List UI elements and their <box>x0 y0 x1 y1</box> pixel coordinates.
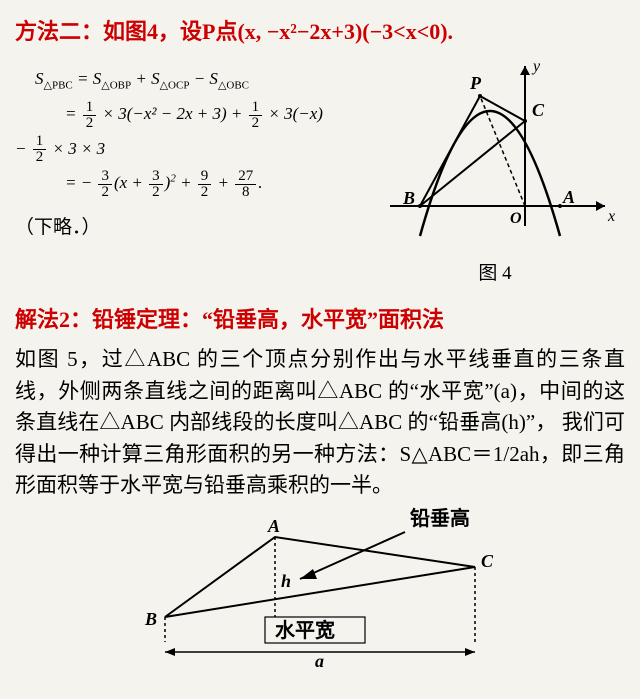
eq4-f1d: 2 <box>98 185 112 200</box>
eq-line-1: S△PBC = S△OBP + S△OCP − S△OBC <box>15 64 355 96</box>
eq2-frac1: 12 <box>83 100 97 131</box>
fig2-horiz-label: 水平宽 <box>275 618 335 642</box>
eq-line-4: = − 32(x + 32)2 + 92 + 278. <box>15 168 355 200</box>
eq4-mid1: (x + <box>114 173 147 192</box>
eq4-f3d: 2 <box>198 185 212 200</box>
eq2-mid1: × 3(−x² − 2x + 3) + <box>98 104 246 123</box>
fig2-vert-label: 铅垂高 <box>410 507 470 530</box>
eq4-frac1: 32 <box>98 169 112 200</box>
eq4-end: . <box>258 173 262 192</box>
figure2-svg: 铅垂高 水平宽 h A B C a <box>105 507 535 667</box>
fig2-h: h <box>281 571 291 591</box>
eq4-mid4: + <box>213 173 233 192</box>
eq2-f2n: 1 <box>249 100 263 116</box>
method1-body: S△PBC = S△OBP + S△OCP − S△OBC = 12 × 3(−… <box>15 56 625 288</box>
eq1-sub2: △OBP <box>101 79 131 91</box>
fig2-A: A <box>267 516 280 536</box>
eq-line-2: = 12 × 3(−x² − 2x + 3) + 12 × 3(−x) <box>15 99 355 131</box>
eq1-lhs: S <box>35 69 44 88</box>
fig2-B: B <box>144 609 157 629</box>
eq2-mid2: × 3(−x) <box>264 104 323 123</box>
fig1-label-P: P <box>469 73 482 93</box>
method1-title: 方法二：如图4，设P点(x, −x²−2x+3)(−3<x<0). <box>15 15 625 48</box>
fig1-label-B: B <box>402 188 415 208</box>
eq4-f4n: 27 <box>235 169 256 185</box>
figure1-svg: y x P C B A O <box>370 56 620 246</box>
eq1-sub1: △PBC <box>44 79 73 91</box>
eq4-frac2: 32 <box>149 169 163 200</box>
eq2-f2d: 2 <box>249 116 263 131</box>
figure1-box: y x P C B A O 图 4 <box>365 56 625 288</box>
eq3-post: × 3 × 3 <box>48 139 105 158</box>
fig2-a: a <box>315 651 324 667</box>
fig1-label-O: O <box>510 210 522 227</box>
eq4-mid3: + <box>176 173 196 192</box>
eq1-p3: − S <box>189 69 217 88</box>
fig2-C: C <box>481 551 494 571</box>
method2-paragraph: 如图 5，过△ABC 的三个顶点分别作出与水平线垂直的三条直线，外侧两条直线之间… <box>15 344 625 502</box>
eq3-pre: − <box>15 139 31 158</box>
eq1-p1: = S <box>73 69 101 88</box>
fig1-label-y: y <box>531 58 541 75</box>
fig1-label-C: C <box>532 100 545 120</box>
fig1-label-x: x <box>607 208 615 225</box>
note-text: （下略．） <box>15 203 355 245</box>
eq-line-3: − 12 × 3 × 3 <box>15 134 355 166</box>
eq4-f4d: 8 <box>235 185 256 200</box>
figure1-caption: 图 4 <box>365 260 625 289</box>
eq2-pre: = <box>65 104 81 123</box>
eq2-f1d: 2 <box>83 116 97 131</box>
figure2-box: 铅垂高 水平宽 h A B C a <box>15 507 625 677</box>
eq1-p2: + S <box>131 69 159 88</box>
eq3-frac: 12 <box>33 134 47 165</box>
eq4-pre: = − <box>65 173 96 192</box>
eq2-frac2: 12 <box>249 100 263 131</box>
eq3-f1n: 1 <box>33 134 47 150</box>
eq4-f3n: 9 <box>198 169 212 185</box>
eq4-f2n: 3 <box>149 169 163 185</box>
fig1-label-A: A <box>562 187 575 207</box>
eq4-f2d: 2 <box>149 185 163 200</box>
equations-block: S△PBC = S△OBP + S△OCP − S△OBC = 12 × 3(−… <box>15 56 355 288</box>
eq1-sub3: △OCP <box>160 79 190 91</box>
method2-title: 解法2：铅锤定理：“铅垂高，水平宽”面积法 <box>15 303 625 336</box>
eq4-frac3: 92 <box>198 169 212 200</box>
eq1-sub4: △OBC <box>218 79 249 91</box>
eq3-f1d: 2 <box>33 150 47 165</box>
eq2-f1n: 1 <box>83 100 97 116</box>
eq4-frac4: 278 <box>235 169 256 200</box>
eq4-f1n: 3 <box>98 169 112 185</box>
